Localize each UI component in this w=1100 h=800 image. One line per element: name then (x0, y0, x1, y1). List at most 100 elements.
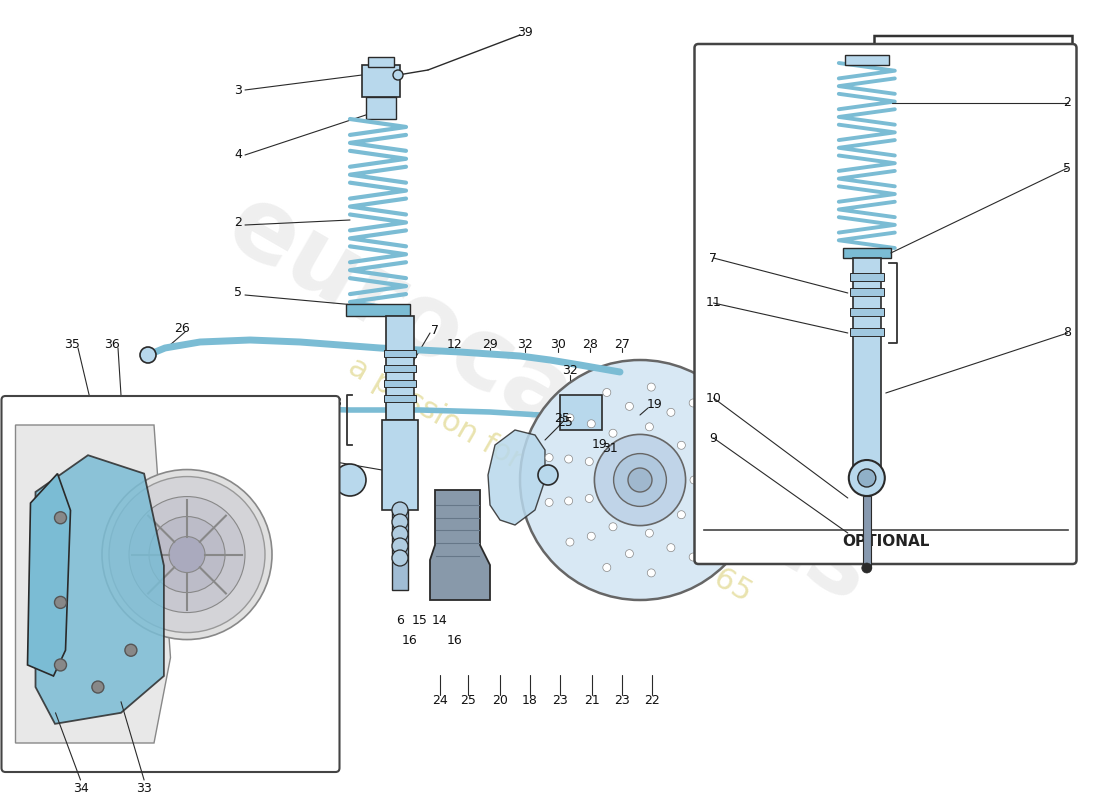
Text: 16: 16 (403, 634, 418, 646)
Circle shape (106, 466, 134, 494)
Circle shape (148, 517, 225, 593)
Polygon shape (15, 425, 170, 743)
Circle shape (334, 464, 366, 496)
Circle shape (667, 408, 675, 416)
Text: 11: 11 (705, 297, 722, 310)
Text: 36: 36 (104, 338, 120, 351)
Circle shape (129, 497, 245, 613)
Text: 32: 32 (517, 338, 532, 350)
Text: 10: 10 (705, 391, 722, 405)
Bar (362, 65, 400, 97)
Bar (346, 304, 410, 316)
Circle shape (603, 389, 611, 397)
Circle shape (546, 498, 553, 506)
Text: OPTIONAL: OPTIONAL (842, 534, 930, 550)
Circle shape (392, 538, 408, 554)
Polygon shape (28, 474, 70, 676)
Circle shape (626, 550, 634, 558)
Text: 19: 19 (647, 398, 663, 411)
Text: 18: 18 (522, 694, 538, 706)
Circle shape (564, 497, 573, 505)
Bar (366, 97, 396, 119)
Text: 39: 39 (517, 26, 532, 38)
Circle shape (628, 468, 652, 492)
Bar (384, 350, 416, 357)
Text: 22: 22 (645, 694, 660, 706)
Text: 12: 12 (447, 338, 463, 350)
Text: 38: 38 (326, 397, 342, 410)
Text: 29: 29 (482, 338, 498, 350)
Text: eurocarparts: eurocarparts (210, 176, 890, 624)
Bar (386, 316, 414, 420)
Text: 9: 9 (710, 431, 717, 445)
Text: 30: 30 (550, 338, 565, 350)
Text: 21: 21 (584, 694, 600, 706)
Bar (384, 365, 416, 372)
Circle shape (102, 470, 272, 639)
Circle shape (609, 430, 617, 438)
Circle shape (98, 458, 142, 502)
Circle shape (55, 659, 66, 671)
Text: 1: 1 (330, 430, 338, 443)
Circle shape (678, 442, 685, 450)
Circle shape (587, 532, 595, 540)
Text: 31: 31 (602, 442, 618, 454)
Text: 25: 25 (554, 411, 570, 425)
Bar (845, 55, 889, 65)
Polygon shape (430, 490, 490, 600)
Circle shape (678, 510, 685, 518)
Circle shape (565, 414, 574, 422)
Circle shape (392, 526, 408, 542)
Circle shape (647, 569, 656, 577)
Circle shape (719, 519, 727, 527)
Text: 2: 2 (234, 215, 242, 229)
Bar (205, 473, 336, 487)
Bar (382, 420, 418, 510)
Text: 35: 35 (64, 338, 80, 351)
Text: 25: 25 (460, 694, 476, 706)
Circle shape (858, 469, 876, 487)
Text: 38: 38 (899, 271, 915, 285)
Bar (560, 395, 602, 430)
Text: 34: 34 (73, 782, 88, 794)
Circle shape (140, 347, 156, 363)
Text: 8: 8 (1064, 326, 1071, 339)
Bar (850, 308, 883, 316)
Text: 20: 20 (492, 694, 508, 706)
Circle shape (169, 537, 205, 573)
Circle shape (92, 681, 103, 693)
Circle shape (729, 476, 738, 484)
Circle shape (538, 465, 558, 485)
Circle shape (392, 502, 408, 518)
Text: 6: 6 (396, 614, 404, 626)
Circle shape (587, 420, 595, 428)
Text: 23: 23 (552, 694, 568, 706)
Circle shape (690, 476, 698, 484)
Polygon shape (874, 36, 1072, 108)
Text: 28: 28 (582, 338, 598, 350)
Circle shape (55, 596, 66, 608)
Text: a passion for parts since 1965: a passion for parts since 1965 (343, 352, 757, 608)
Circle shape (392, 514, 408, 530)
Bar (384, 395, 416, 402)
Circle shape (667, 544, 675, 552)
Circle shape (55, 512, 66, 524)
Circle shape (392, 550, 408, 566)
Circle shape (626, 402, 634, 410)
Text: 25: 25 (557, 415, 573, 429)
Circle shape (125, 644, 136, 656)
Circle shape (698, 436, 706, 444)
Bar (392, 510, 408, 590)
Bar (850, 288, 883, 296)
Text: 2: 2 (1064, 97, 1071, 110)
Circle shape (719, 433, 727, 441)
Text: 15: 15 (412, 614, 428, 626)
Bar (850, 273, 883, 281)
Bar (368, 57, 394, 67)
Bar (862, 496, 871, 568)
Text: 5: 5 (1064, 162, 1071, 174)
Text: 33: 33 (136, 782, 152, 794)
Bar (852, 258, 881, 478)
Text: 5: 5 (234, 286, 242, 298)
Text: 14: 14 (432, 614, 448, 626)
